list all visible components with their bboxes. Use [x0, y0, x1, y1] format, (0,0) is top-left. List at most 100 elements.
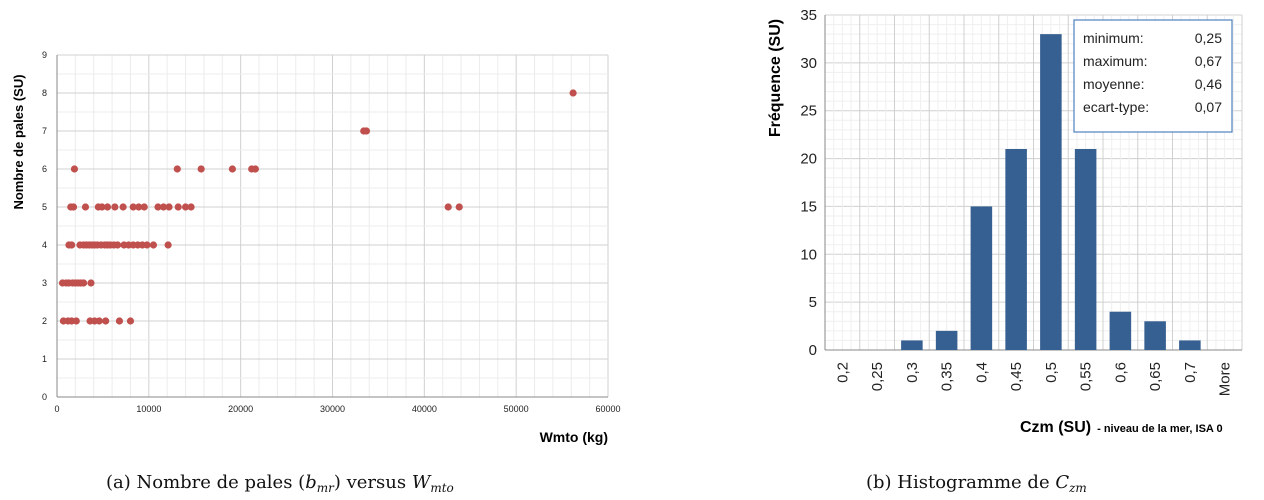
histogram-bar: [935, 330, 958, 350]
scatter-x-tick-label: 30000: [320, 404, 345, 414]
scatter-y-tick-label: 2: [42, 316, 47, 326]
scatter-y-tick-labels: 0 1 2 3 4 5 6 7 8 9: [42, 50, 47, 402]
scatter-point: [140, 203, 148, 211]
scatter-y-tick-label: 7: [42, 126, 47, 136]
scatter-point: [95, 317, 103, 325]
scatter-point: [80, 279, 88, 287]
statistics-box: minimum: 0,25 maximum: 0,67 moyenne: 0,46 ecar…: [1073, 19, 1233, 133]
scatter-y-tick-label: 4: [42, 240, 47, 250]
scatter-axes: [56, 55, 608, 398]
scatter-chart: 0 1 2 3 4 5 6 7 8 9 0 10000 20000 30000 40000 50000 600…: [11, 50, 621, 445]
histogram-x-tick-label: 0,3: [904, 362, 921, 383]
histogram-x-tick-label: 0,65: [1147, 362, 1164, 391]
scatter-point: [159, 203, 168, 211]
histogram-x-tick-label: 0,2: [834, 362, 851, 383]
scatter-point: [164, 241, 172, 249]
scatter-point: [126, 317, 135, 325]
histogram-bar: [1005, 149, 1027, 350]
histogram-x-axis-note: - niveau de la mer, ISA 0: [1097, 423, 1223, 435]
histogram-x-tick-label: 0,55: [1078, 362, 1095, 391]
scatter-grid: [56, 54, 609, 398]
scatter-point: [111, 203, 119, 211]
scatter-x-tick-label: 0: [54, 404, 59, 414]
scatter-x-tick-label: 40000: [412, 404, 437, 414]
scatter-x-axis-label: Wmto (kg): [540, 429, 608, 445]
histogram-x-tick-label: 0,5: [1043, 362, 1060, 383]
scatter-y-tick-label: 9: [42, 50, 47, 60]
statistics-label: ecart-type:: [1083, 99, 1149, 115]
scatter-point: [197, 165, 205, 173]
scatter-x-tick-label: 10000: [136, 404, 161, 414]
histogram-x-tick-label: 0,4: [973, 362, 990, 383]
scatter-point: [569, 89, 577, 97]
caption-b-var-sub: zm: [1069, 481, 1087, 495]
histogram-bar: [1040, 34, 1062, 351]
histogram-bar: [1109, 311, 1132, 350]
histogram-x-axis-label: Czm (SU) - niveau de la mer, ISA 0: [1020, 419, 1223, 436]
scatter-point: [187, 203, 195, 211]
caption-a-var-sub: mr: [316, 481, 334, 495]
histogram-x-tick-label: 0,6: [1112, 362, 1129, 383]
scatter-x-tick-label: 60000: [595, 404, 620, 414]
caption-a-var2-sub: mto: [430, 481, 454, 495]
scatter-point: [165, 203, 173, 211]
histogram-x-tick-label: More: [1217, 362, 1234, 396]
histogram-bar: [901, 340, 923, 350]
statistics-value: 0,25: [1195, 30, 1222, 46]
scatter-point: [70, 165, 79, 173]
scatter-point: [251, 165, 259, 173]
histogram-x-tick-label: 0,7: [1182, 362, 1199, 383]
histogram-bars: [901, 34, 1201, 351]
statistics-label: moyenne:: [1083, 76, 1144, 92]
scatter-point: [81, 203, 90, 211]
histogram-bar: [1144, 321, 1166, 350]
scatter-point: [143, 241, 151, 249]
caption-a: (a) Nombre de pales (bmr) versus Wmto: [106, 472, 454, 495]
histogram-bar: [1074, 149, 1097, 350]
caption-a-middle: ) versus: [333, 472, 412, 493]
scatter-point: [135, 203, 143, 211]
histogram-x-tick-labels: 0,2 0,25 0,3 0,35 0,4 0,45 0,5 0,55 0,6 0,65 0,7 Mo…: [834, 362, 1233, 396]
histogram-bar: [1179, 340, 1201, 350]
scatter-x-tick-label: 50000: [504, 404, 529, 414]
statistics-label: minimum:: [1083, 30, 1144, 46]
scatter-y-tick-label: 0: [42, 392, 47, 402]
scatter-y-axis-label: Nombre de pales (SU): [11, 74, 26, 209]
histogram-x-tick-label: 0,25: [869, 362, 886, 391]
histogram-x-axis-main: Czm (SU): [1020, 419, 1091, 436]
scatter-y-tick-label: 8: [42, 88, 47, 98]
scatter-point: [102, 317, 110, 325]
statistics-label: maximum:: [1083, 53, 1148, 69]
histogram-y-tick-labels: 0 5 10 15 20 25 30 35: [800, 7, 817, 359]
histogram-bar: [970, 206, 993, 350]
scatter-point: [98, 203, 106, 211]
scatter-point: [68, 241, 76, 249]
scatter-point: [87, 279, 95, 287]
statistics-box-frame: [1073, 19, 1233, 133]
caption-b-prefix: (b) Histogramme de: [866, 472, 1056, 493]
scatter-point: [154, 203, 162, 211]
histogram-y-tick-label: 30: [800, 55, 817, 72]
scatter-x-tick-label: 20000: [228, 404, 253, 414]
scatter-point: [149, 241, 158, 249]
histogram-axes: [824, 15, 1242, 351]
scatter-point: [444, 203, 452, 211]
scatter-point: [228, 165, 237, 173]
scatter-points: [58, 89, 577, 325]
histogram-y-axis-label: Fréquence (SU): [767, 19, 784, 137]
caption-b-var: C: [1055, 472, 1070, 493]
histogram-y-tick-label: 25: [800, 103, 817, 120]
histogram-y-tick-label: 20: [800, 151, 817, 168]
statistics-value: 0,67: [1195, 53, 1222, 69]
scatter-point: [174, 203, 182, 211]
caption-a-prefix: (a) Nombre de pales (: [106, 472, 306, 493]
scatter-point: [173, 165, 181, 173]
scatter-x-tick-labels: 0 10000 20000 30000 40000 50000 60000: [54, 404, 620, 414]
scatter-point: [103, 203, 112, 211]
histogram-y-tick-label: 15: [800, 198, 817, 215]
caption-b: (b) Histogramme de Czm: [866, 472, 1087, 495]
histogram-y-tick-label: 0: [809, 342, 817, 359]
histogram-x-tick-label: 0,45: [1008, 362, 1025, 391]
scatter-point: [114, 241, 122, 249]
